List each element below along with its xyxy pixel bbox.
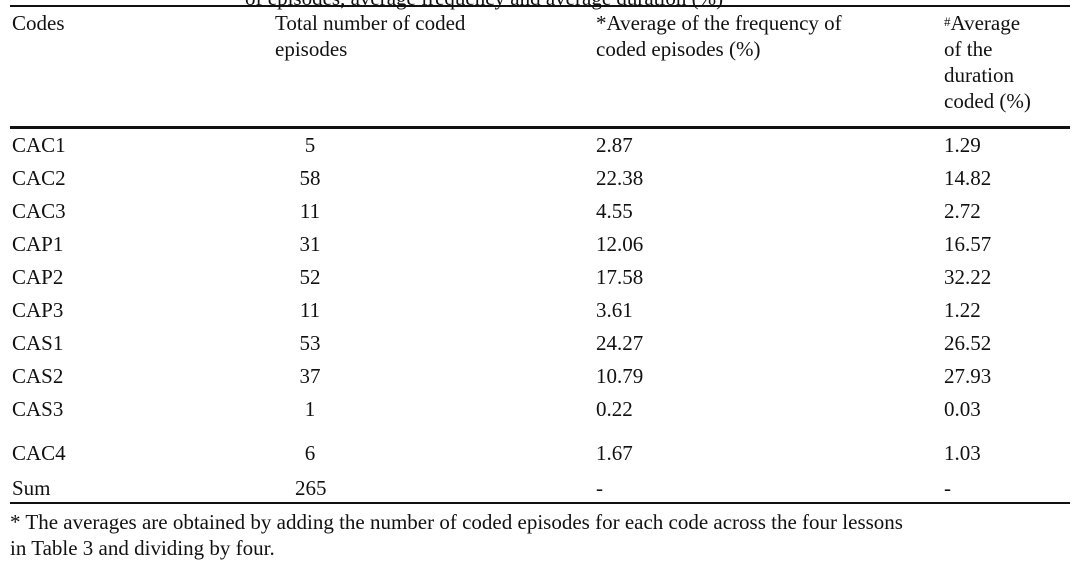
row-total: 31 <box>299 232 321 256</box>
header-total-number: Total number of coded episodes <box>275 10 575 62</box>
header-frequency-line-2: coded episodes (%) <box>596 37 761 61</box>
row-duration: 0.03 <box>944 397 981 421</box>
row-frequency: 17.58 <box>596 265 644 289</box>
row-frequency: 10.79 <box>596 364 644 388</box>
row-total: 265 <box>295 476 327 500</box>
row-frequency: 1.67 <box>596 441 633 465</box>
header-duration-line-1: #Average <box>944 10 1074 36</box>
table-footnote: * The averages are obtained by adding th… <box>10 509 1075 561</box>
row-total: 5 <box>304 133 316 157</box>
row-code: CAC2 <box>12 166 66 190</box>
row-total: 1 <box>304 397 316 421</box>
row-code: CAS1 <box>12 331 64 355</box>
footnote-line-2: in Table 3 and dividing by four. <box>10 536 275 560</box>
row-code: CAP1 <box>12 232 64 256</box>
row-code: CAC3 <box>12 199 66 223</box>
table-caption-text: of episodes, average frequency and avera… <box>245 0 723 9</box>
row-frequency: 3.61 <box>596 298 633 322</box>
footnote-line-1: * The averages are obtained by adding th… <box>10 510 903 534</box>
row-duration: 32.22 <box>944 265 992 289</box>
header-duration-average: Average <box>950 11 1021 35</box>
row-frequency: 4.55 <box>596 199 633 223</box>
header-frequency-line-1: *Average of the frequency of <box>596 11 842 35</box>
header-duration-line-2: of the <box>944 37 993 61</box>
header-total-line-1: Total number of coded <box>275 11 466 35</box>
row-duration: 1.03 <box>944 441 981 465</box>
row-code: CAC4 <box>12 441 66 465</box>
row-duration: 27.93 <box>944 364 992 388</box>
row-total: 58 <box>299 166 321 190</box>
row-duration: 1.29 <box>944 133 981 157</box>
header-duration-line-3: duration <box>944 63 1014 87</box>
row-frequency: 22.38 <box>596 166 644 190</box>
row-code: Sum <box>12 476 51 500</box>
header-rule <box>10 126 1070 129</box>
row-total: 53 <box>299 331 321 355</box>
row-frequency: 0.22 <box>596 397 633 421</box>
header-average-frequency: *Average of the frequency of coded episo… <box>596 10 926 62</box>
row-frequency: 2.87 <box>596 133 633 157</box>
row-frequency: 12.06 <box>596 232 644 256</box>
row-frequency: - <box>596 476 603 500</box>
row-code: CAC1 <box>12 133 66 157</box>
row-total: 37 <box>299 364 321 388</box>
row-duration: 2.72 <box>944 199 981 223</box>
row-duration: 14.82 <box>944 166 992 190</box>
row-total: 11 <box>299 199 321 223</box>
header-duration-line-4: coded (%) <box>944 89 1031 113</box>
hash-superscript: # <box>944 14 951 29</box>
row-duration: - <box>944 476 951 500</box>
row-duration: 26.52 <box>944 331 992 355</box>
row-total: 52 <box>299 265 321 289</box>
table-bottom-rule <box>10 502 1070 504</box>
row-code: CAS2 <box>12 364 64 388</box>
row-total: 11 <box>299 298 321 322</box>
table-top-rule <box>10 5 1070 7</box>
row-code: CAS3 <box>12 397 64 421</box>
row-total: 6 <box>304 441 316 465</box>
row-frequency: 24.27 <box>596 331 644 355</box>
header-codes: Codes <box>12 11 65 35</box>
header-total-line-2: episodes <box>275 37 348 61</box>
header-average-duration: #Average of the duration coded (%) <box>944 10 1074 114</box>
row-duration: 1.22 <box>944 298 981 322</box>
row-code: CAP2 <box>12 265 64 289</box>
row-duration: 16.57 <box>944 232 992 256</box>
row-code: CAP3 <box>12 298 64 322</box>
